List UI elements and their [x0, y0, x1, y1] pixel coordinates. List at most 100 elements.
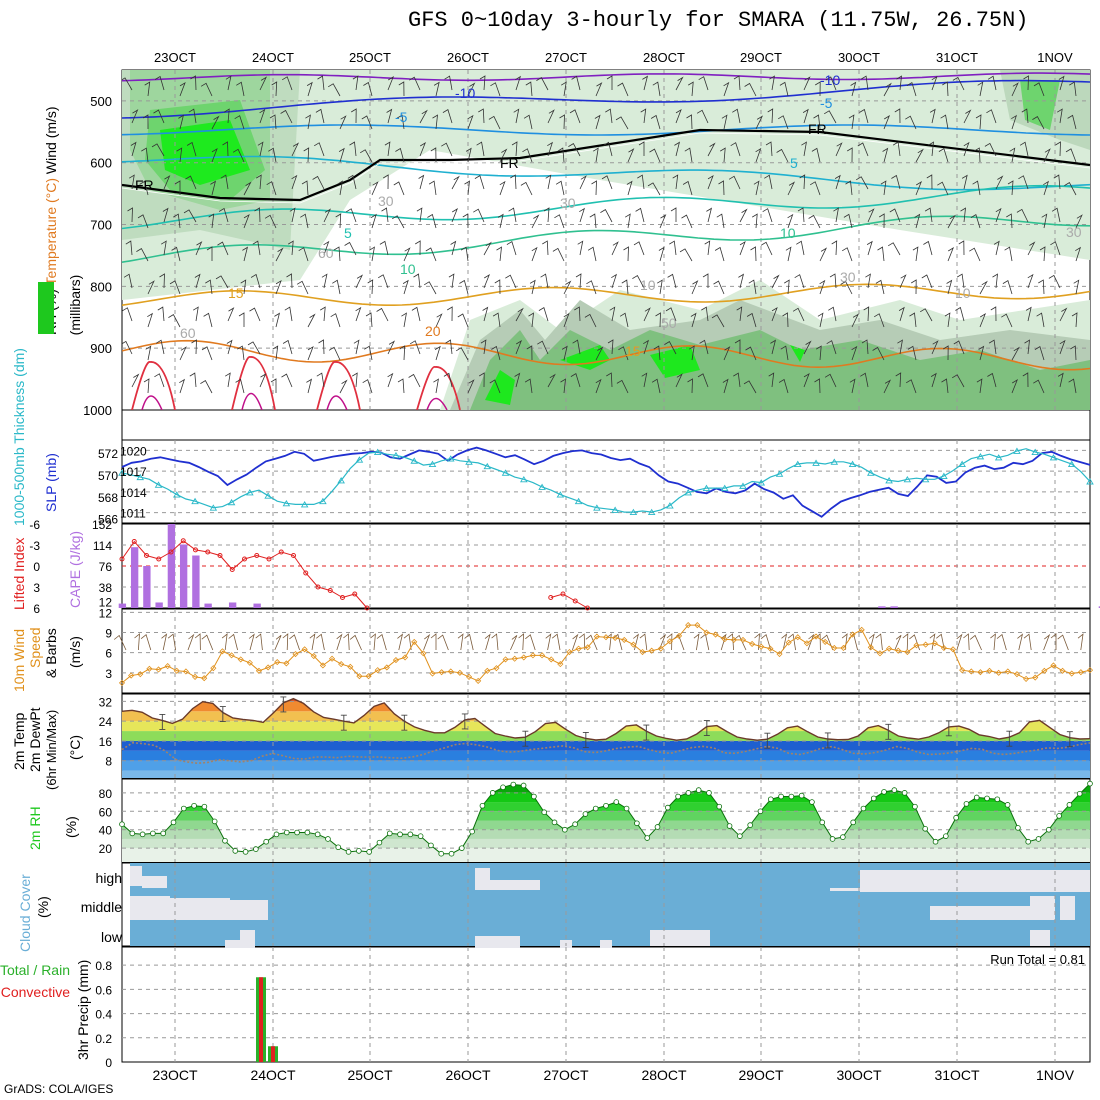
- wind-barb: [702, 273, 709, 288]
- y-tick: 1000: [83, 403, 112, 418]
- wind-mark: [602, 634, 610, 641]
- wind-barb: [638, 141, 645, 156]
- wind-barb: [882, 147, 889, 163]
- y-tick: 12: [99, 595, 113, 609]
- wind-barb: [547, 141, 554, 157]
- y-tick: 568: [98, 491, 118, 505]
- cloud-block: [230, 900, 268, 920]
- rh-mark: [541, 809, 548, 815]
- wind-barb: [537, 340, 549, 355]
- wind-barb: [748, 279, 757, 295]
- wind-barb: [594, 114, 601, 130]
- wind-barb: [188, 108, 197, 124]
- wind-barb: [931, 75, 938, 91]
- thickness-mark: [976, 453, 985, 460]
- contour-label: 30: [560, 195, 576, 211]
- wind-barb: [154, 373, 165, 388]
- li-mark: [205, 549, 211, 555]
- wind-mark: [529, 652, 537, 659]
- wind-barb: [601, 175, 613, 190]
- wind-barb: [540, 273, 549, 289]
- wind-barb: [815, 345, 822, 361]
- wind-mark: [356, 673, 363, 680]
- wind-mark: [502, 656, 509, 663]
- cloud-block: [490, 880, 540, 890]
- wind-barb: [523, 114, 533, 130]
- y-tick: 1011: [120, 507, 146, 521]
- wind-barb: [675, 108, 682, 124]
- wind-barb-10m: [194, 633, 201, 651]
- wind-barb: [128, 174, 135, 190]
- wind-mark: [447, 668, 454, 675]
- wind-barb: [656, 279, 663, 295]
- thickness-mark: [1086, 478, 1094, 485]
- wind-barb: [909, 312, 917, 328]
- y-tick: 38: [99, 581, 113, 595]
- wind-barb: [733, 75, 741, 91]
- wind-barb: [225, 75, 232, 91]
- wind-mark: [246, 659, 253, 666]
- wind-barb-10m: [956, 633, 963, 651]
- wind-barb: [1068, 378, 1077, 394]
- wind-barb: [139, 180, 149, 196]
- contour-label: FR: [808, 121, 827, 137]
- contour-label: 5: [790, 155, 798, 171]
- wind-mark: [548, 656, 555, 663]
- wind-barb: [609, 306, 616, 322]
- wind-barb: [883, 115, 891, 130]
- wind-mark: [237, 656, 244, 663]
- wind-barb: [787, 181, 796, 196]
- wind-barb-10m: [720, 633, 727, 651]
- wind-barb: [347, 174, 357, 190]
- rh-mark: [150, 830, 156, 837]
- li-line: [121, 540, 588, 609]
- thickness-mark: [1067, 460, 1076, 467]
- wind-barb-10m: [894, 634, 902, 651]
- ua-ylabel-part: Temperature (°C): [43, 178, 59, 289]
- wind-barb: [1065, 148, 1077, 163]
- wind-mark: [803, 640, 810, 647]
- contour-label: 30: [378, 193, 394, 209]
- wind-barb-10m: [525, 634, 536, 651]
- wind-barb: [579, 207, 586, 223]
- x-tick-top: 31OCT: [936, 50, 978, 65]
- wind-mark: [557, 661, 564, 668]
- wind-barb: [946, 279, 953, 295]
- wind-barb: [365, 312, 373, 328]
- wind-barb: [642, 75, 649, 91]
- rh-mark: [232, 848, 239, 854]
- rh-band: [122, 829, 1090, 839]
- panel-wind: [121, 608, 1091, 694]
- wind-barb: [145, 345, 152, 361]
- wind-barb: [136, 248, 149, 262]
- wind-barb: [571, 75, 581, 91]
- wind-barb: [1071, 312, 1078, 328]
- minmax-mark: [824, 732, 831, 749]
- wind-barb: [432, 114, 438, 130]
- thickness-mark: [191, 497, 199, 505]
- wind-mark: [374, 667, 381, 674]
- wind-barb-10m: [551, 633, 561, 651]
- wind-barb-10m: [1050, 633, 1057, 650]
- wind-barb-10m: [510, 635, 518, 651]
- wind-barb: [575, 273, 582, 289]
- wind-barb: [491, 345, 501, 361]
- wind-barb: [351, 372, 358, 388]
- cape-bar: [130, 547, 139, 608]
- wind-mark: [867, 644, 874, 651]
- wind-barb: [367, 279, 374, 295]
- wind-barb: [579, 175, 587, 190]
- wind-barb: [1059, 307, 1068, 322]
- wind-barb: [1007, 180, 1014, 196]
- wind-barb-10m: [639, 633, 648, 651]
- precip-ylabel-sub: 3hr Precip (mm): [75, 960, 91, 1060]
- rh-mark: [1076, 790, 1083, 797]
- rh-shade: [160, 120, 250, 185]
- rh-band: [122, 838, 1090, 849]
- wind-barb: [777, 115, 789, 130]
- wind-barb: [561, 345, 568, 361]
- isotherm: [122, 72, 1090, 82]
- wind-mark: [949, 646, 957, 653]
- wind-barb: [814, 81, 821, 97]
- wind-barb: [992, 273, 998, 289]
